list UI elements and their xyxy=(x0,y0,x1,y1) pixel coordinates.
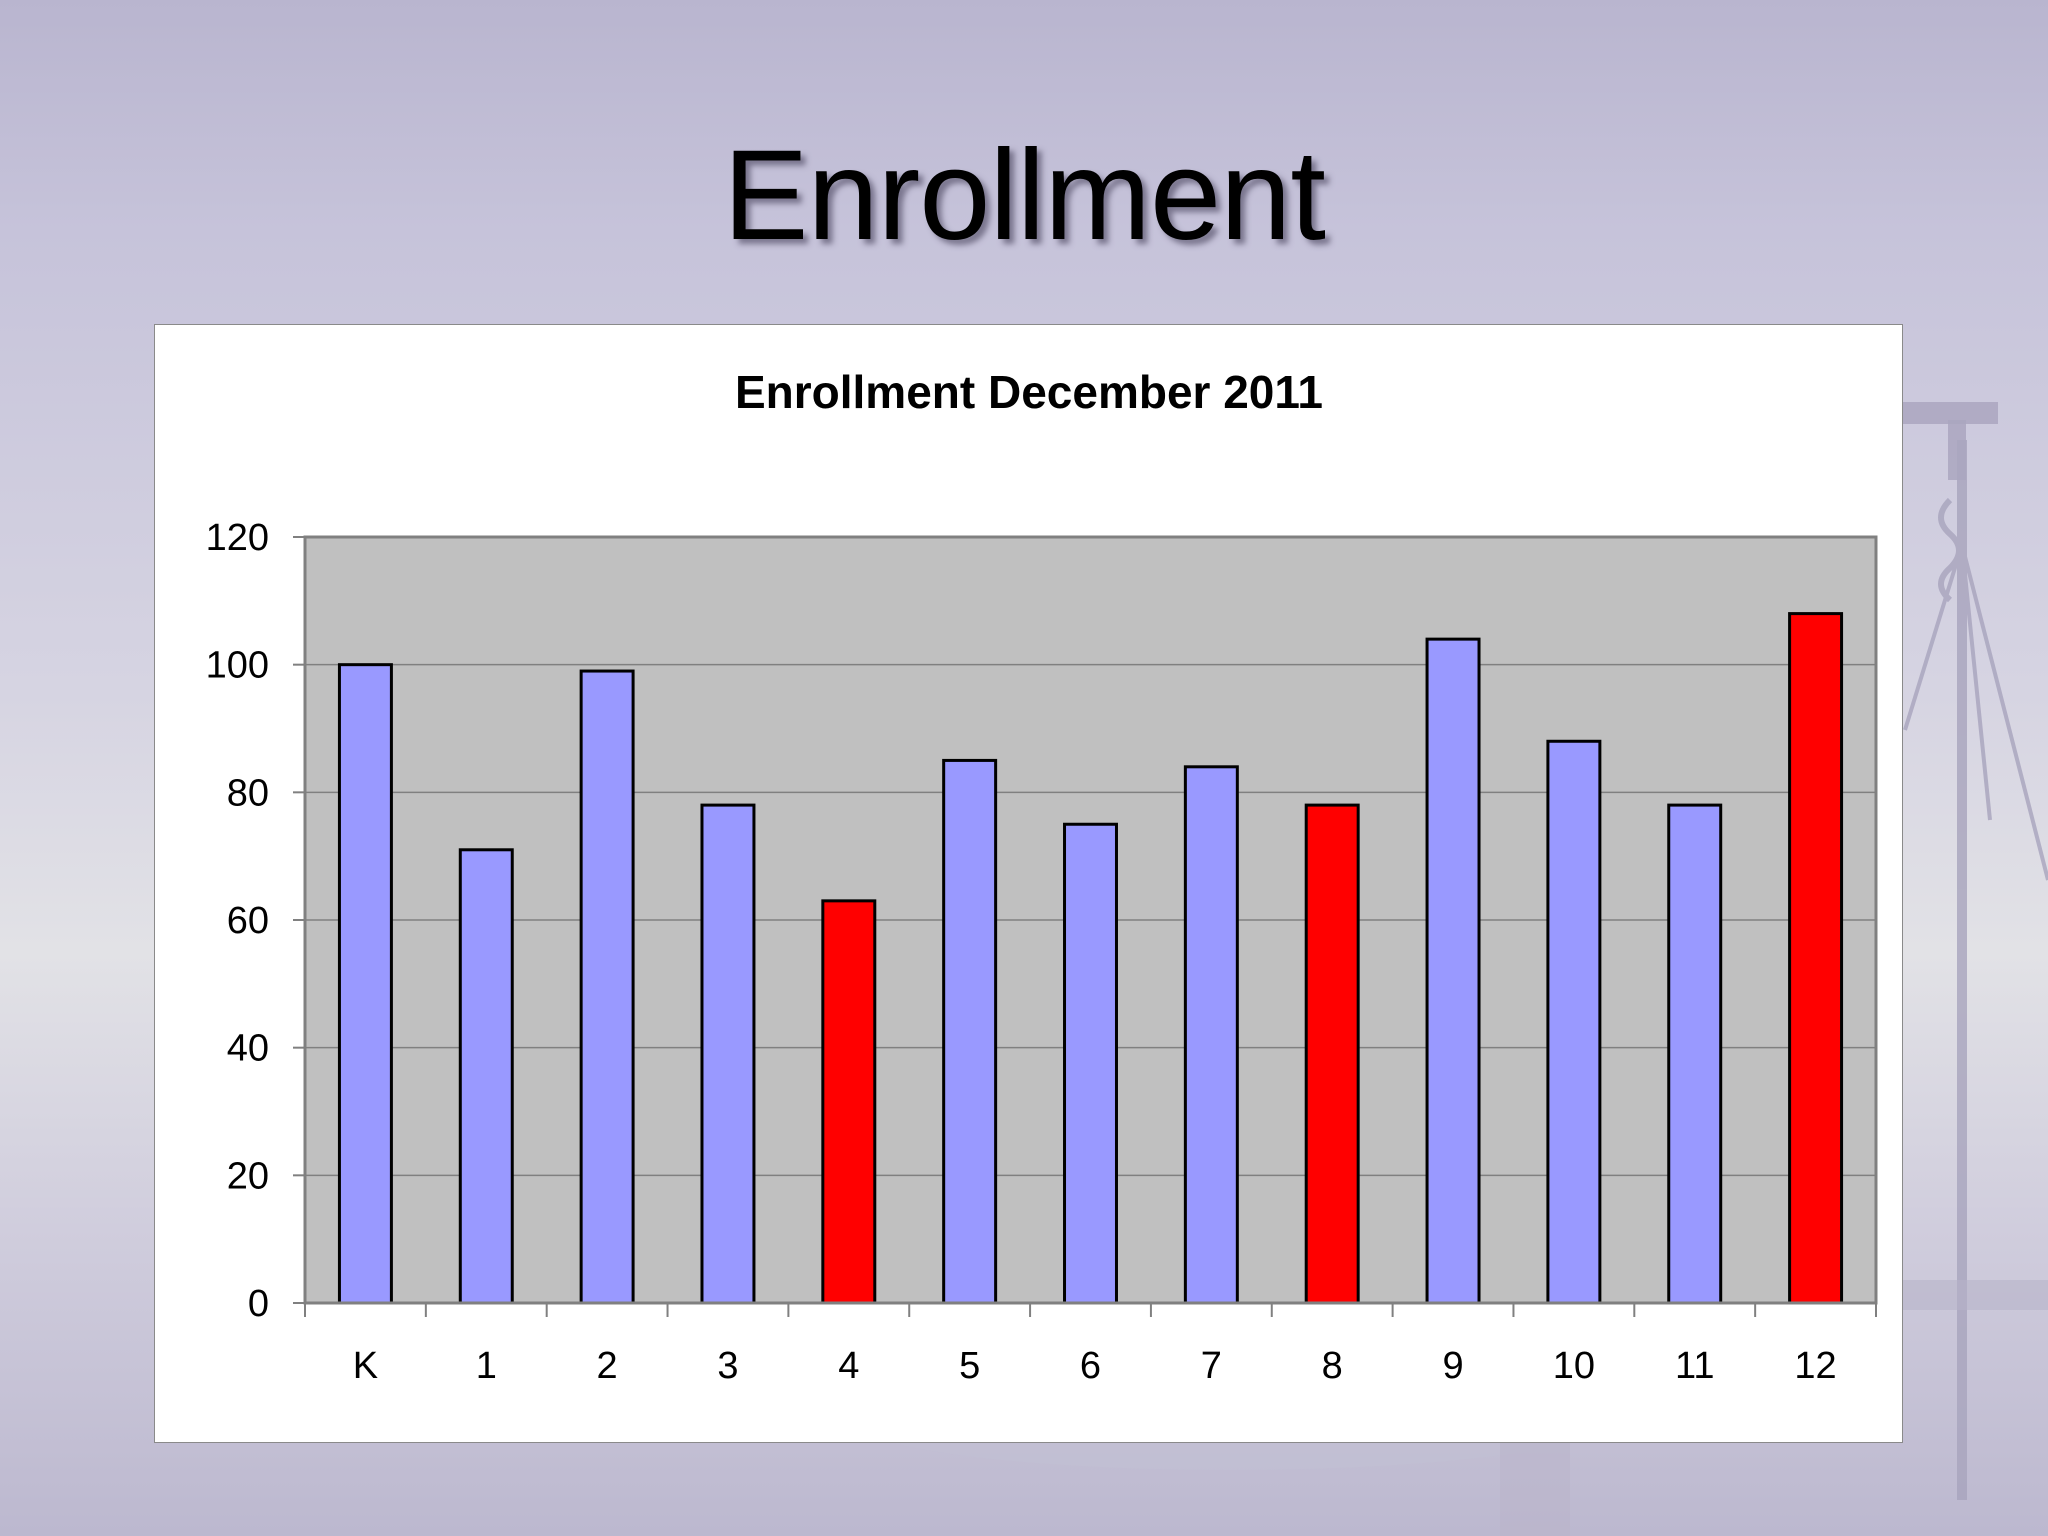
bar-2 xyxy=(579,669,635,1305)
bars xyxy=(337,612,1844,1305)
x-tick-label: 8 xyxy=(1322,1345,1343,1387)
chart-title: Enrollment December 2011 xyxy=(735,366,1323,418)
bar-K xyxy=(337,663,393,1305)
x-tick-label: 12 xyxy=(1794,1345,1836,1387)
axes xyxy=(293,536,1877,1317)
x-tick-label: 10 xyxy=(1553,1345,1595,1387)
bar-6 xyxy=(1063,822,1118,1305)
x-tick-label: 3 xyxy=(717,1345,738,1387)
y-tick-label: 100 xyxy=(206,645,269,687)
bar-10 xyxy=(1546,739,1602,1305)
slide-title: Enrollment xyxy=(723,124,1326,267)
y-tick-label: 60 xyxy=(227,900,269,942)
x-tick-label: 4 xyxy=(838,1345,859,1387)
y-tick-label: 120 xyxy=(206,517,269,559)
x-tick-labels: K 1 2 3 4 5 6 7 8 9 10 11 12 xyxy=(353,1345,1837,1387)
bar-1 xyxy=(458,848,514,1305)
y-tick-label: 20 xyxy=(227,1155,269,1197)
y-tick-label: 80 xyxy=(227,772,269,814)
bar-7 xyxy=(1183,765,1239,1305)
bar-4 xyxy=(821,899,877,1305)
bar-12 xyxy=(1788,612,1844,1305)
x-tick-label: 9 xyxy=(1442,1345,1463,1387)
x-tick-label: 2 xyxy=(597,1345,618,1387)
x-tick-label: K xyxy=(353,1345,378,1387)
y-tick-labels: 0 20 40 60 80 100 120 xyxy=(206,517,269,1325)
x-tick-label: 7 xyxy=(1201,1345,1222,1387)
x-tick-label: 6 xyxy=(1080,1345,1101,1387)
x-tick-label: 1 xyxy=(476,1345,497,1387)
bar-9 xyxy=(1425,637,1481,1305)
bar-3 xyxy=(700,803,756,1305)
enrollment-bar-chart: Enrollment December 2011 020406080100120… xyxy=(206,366,1878,1387)
y-tick-label: 0 xyxy=(248,1283,269,1325)
x-tick-label: 11 xyxy=(1675,1345,1714,1387)
y-tick-label: 40 xyxy=(227,1028,269,1070)
bar-8 xyxy=(1304,803,1360,1305)
bar-5 xyxy=(942,758,998,1305)
bar-11 xyxy=(1667,803,1723,1305)
chart-panel: Enrollment December 2011 0 20 40 60 80 100 120… xyxy=(154,324,1903,1443)
x-tick-label: 5 xyxy=(959,1345,980,1387)
